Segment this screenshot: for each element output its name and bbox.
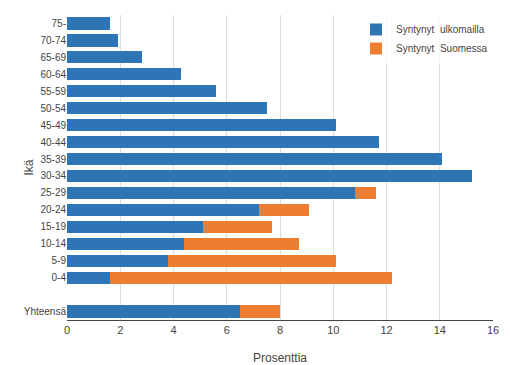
- svg-text:4: 4: [170, 324, 176, 336]
- svg-text:2: 2: [117, 324, 123, 336]
- svg-text:Ikä: Ikä: [22, 159, 36, 175]
- svg-text:40-44: 40-44: [40, 137, 66, 148]
- svg-text:16: 16: [487, 324, 499, 336]
- svg-text:75-: 75-: [52, 18, 66, 29]
- svg-text:30-34: 30-34: [40, 170, 66, 181]
- svg-text:Syntynyt Suomessa: Syntynyt Suomessa: [396, 43, 488, 54]
- svg-text:6: 6: [224, 324, 230, 336]
- svg-text:65-69: 65-69: [40, 52, 66, 63]
- svg-text:0-4: 0-4: [52, 272, 67, 283]
- svg-text:Prosenttia: Prosenttia: [253, 351, 307, 365]
- svg-text:60-64: 60-64: [40, 69, 66, 80]
- svg-text:35-39: 35-39: [40, 154, 66, 165]
- svg-text:10: 10: [327, 324, 339, 336]
- svg-text:14: 14: [434, 324, 446, 336]
- svg-text:70-74: 70-74: [40, 35, 66, 46]
- svg-text:Syntynyt ulkomailla: Syntynyt ulkomailla: [396, 24, 485, 35]
- svg-text:50-54: 50-54: [40, 103, 66, 114]
- svg-text:12: 12: [380, 324, 392, 336]
- svg-text:0: 0: [64, 324, 70, 336]
- svg-text:20-24: 20-24: [40, 204, 66, 215]
- svg-text:15-19: 15-19: [40, 221, 66, 232]
- svg-text:25-29: 25-29: [40, 187, 66, 198]
- svg-text:10-14: 10-14: [40, 238, 66, 249]
- svg-text:Yhteensä: Yhteensä: [24, 306, 67, 317]
- svg-text:55-59: 55-59: [40, 86, 66, 97]
- svg-text:45-49: 45-49: [40, 120, 66, 131]
- svg-text:8: 8: [277, 324, 283, 336]
- svg-text:5-9: 5-9: [52, 255, 67, 266]
